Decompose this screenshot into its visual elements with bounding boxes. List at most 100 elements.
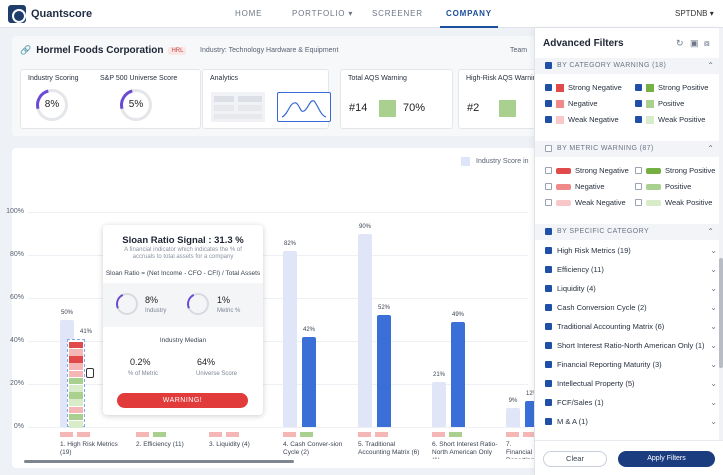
industry-bar-6[interactable] [432,381,446,427]
share-icon[interactable]: ⧇ [704,38,710,48]
specific-category-checkbox[interactable] [545,361,552,368]
chart-view-icon[interactable] [277,92,331,122]
metric-option[interactable]: Strong Positive [635,166,715,175]
specific-category-checkbox[interactable] [545,380,552,387]
category-option[interactable]: Strong Negative [545,83,622,92]
specific-category-item[interactable]: FCF/Sales (1) ⌄ [545,393,717,412]
chevron-up-icon[interactable]: ⌃ [707,227,714,236]
specific-category-item[interactable]: Intellectual Property (5) ⌄ [545,374,717,393]
chevron-down-icon[interactable]: ⌄ [710,341,717,350]
industry-bar-4[interactable] [283,250,297,427]
specific-category-section[interactable]: BY SPECIFIC CATEGORY ⌃ [535,224,723,240]
link-icon[interactable]: 🔗 [20,45,32,55]
category-option[interactable]: Positive [635,99,684,108]
stack-segment[interactable] [69,413,83,421]
specific-category-item[interactable]: Efficiency (11) ⌄ [545,260,717,279]
category-option[interactable]: Weak Negative [545,115,619,124]
category-checkbox[interactable] [545,100,552,107]
stack-segment[interactable] [69,356,83,363]
metric-option[interactable]: Weak Positive [635,198,712,207]
nav-home[interactable]: HOME [235,9,263,18]
chevron-down-icon[interactable]: ⌄ [710,284,717,293]
metric-option[interactable]: Weak Negative [545,198,626,207]
stack-segment[interactable] [69,406,83,414]
chevron-down-icon[interactable]: ⌄ [710,322,717,331]
chevron-down-icon[interactable]: ⌄ [710,398,717,407]
chevron-down-icon[interactable]: ⌄ [710,246,717,255]
stack-segment[interactable] [69,341,83,349]
chevron-up-icon[interactable]: ⌃ [707,61,714,70]
warning-button[interactable]: WARNING! [117,393,248,408]
x-category-label[interactable]: 3. Liquidity (4) [209,441,250,448]
metric-checkbox[interactable] [545,167,552,174]
specific-category-checkbox[interactable] [545,399,552,406]
specific-category-item[interactable]: M & A (1) ⌄ [545,412,717,431]
specific-category-checkbox[interactable] [545,342,552,349]
chevron-down-icon[interactable]: ⌄ [710,417,717,426]
x-category-label[interactable]: 5. Traditional Accounting Matrix (6) [358,441,420,456]
specific-category-checkbox[interactable] [545,304,552,311]
refresh-icon[interactable]: ↻ [676,38,684,48]
filters-scrollbar[interactable] [719,28,723,475]
metric-option[interactable]: Positive [635,182,691,191]
filters-scroll-thumb[interactable] [719,258,723,368]
company-bar-4[interactable] [302,336,316,427]
chevron-down-icon[interactable]: ⌄ [710,303,717,312]
company-bar-6[interactable] [451,321,465,427]
save-icon[interactable]: ▣ [690,38,699,48]
stack-segment[interactable] [69,349,83,356]
specific-category-item[interactable]: Traditional Accounting Matrix (6) ⌄ [545,317,717,336]
category-warning-section[interactable]: BY CATEGORY WARNING (18) ⌃ [535,58,723,74]
nav-portfolio[interactable]: PORTFOLIO ▾ [292,0,353,28]
category-checkbox[interactable] [635,116,642,123]
specific-category-checkbox[interactable] [545,228,552,235]
specific-category-item[interactable]: Liquidity (4) ⌄ [545,279,717,298]
specific-category-checkbox[interactable] [545,285,552,292]
stack-segment[interactable] [69,363,83,370]
specific-category-checkbox[interactable] [545,418,552,425]
metric-option[interactable]: Strong Negative [545,166,629,175]
apply-filters-button[interactable]: Apply Filters [618,451,715,467]
category-option[interactable]: Negative [545,99,598,108]
industry-bar-7[interactable] [506,407,520,427]
stack-segment[interactable] [69,385,83,392]
category-checkbox[interactable] [545,84,552,91]
metric-checkbox[interactable] [545,183,552,190]
chevron-up-icon[interactable]: ⌃ [707,144,714,153]
chevron-down-icon[interactable]: ⌄ [710,360,717,369]
x-category-label[interactable]: 7. Financial Reporting Maturity (3) [506,441,534,459]
x-category-label[interactable]: 2. Efficiency (11) [136,441,184,448]
stack-segment[interactable] [69,399,83,406]
app-logo[interactable]: Quantscore [8,5,92,23]
metric-checkbox[interactable] [635,199,642,206]
clear-button[interactable]: Clear [543,451,607,467]
category-checkbox[interactable] [635,100,642,107]
specific-category-item[interactable]: Cash Conversion Cycle (2) ⌄ [545,298,717,317]
chevron-down-icon[interactable]: ⌄ [710,379,717,388]
chart-horizontal-scrollbar[interactable] [24,460,294,463]
metric-checkbox[interactable] [635,167,642,174]
x-category-label[interactable]: 6. Short Interest Ratio-North American O… [432,441,498,459]
x-category-label[interactable]: 1. High Risk Metrics (19) [60,441,118,456]
stack-segment[interactable] [69,377,83,385]
specific-category-checkbox[interactable] [545,323,552,330]
table-view-icon[interactable] [211,92,265,122]
metric-option[interactable]: Negative [545,182,605,191]
nav-company[interactable]: COMPANY [440,0,498,28]
category-option[interactable]: Strong Positive [635,83,708,92]
stack-segment[interactable] [69,370,83,378]
stack-segment[interactable] [69,392,83,399]
industry-bar-5[interactable] [358,233,372,427]
category-checkbox[interactable] [635,84,642,91]
x-category-label[interactable]: 4. Cash Conver-sion Cycle (2) [283,441,343,456]
category-warning-checkbox[interactable] [545,62,552,69]
user-menu[interactable]: SPTDNB ▾ [675,9,714,18]
specific-category-item[interactable]: High Risk Metrics (19) ⌄ [545,241,717,260]
metric-checkbox[interactable] [635,183,642,190]
specific-category-checkbox[interactable] [545,247,552,254]
stack-segment[interactable] [69,421,83,428]
category-option[interactable]: Weak Positive [635,115,705,124]
category-checkbox[interactable] [545,116,552,123]
specific-category-item[interactable]: Short Interest Ratio-North American Only… [545,336,717,355]
company-bar-1-stacked[interactable] [67,338,85,428]
